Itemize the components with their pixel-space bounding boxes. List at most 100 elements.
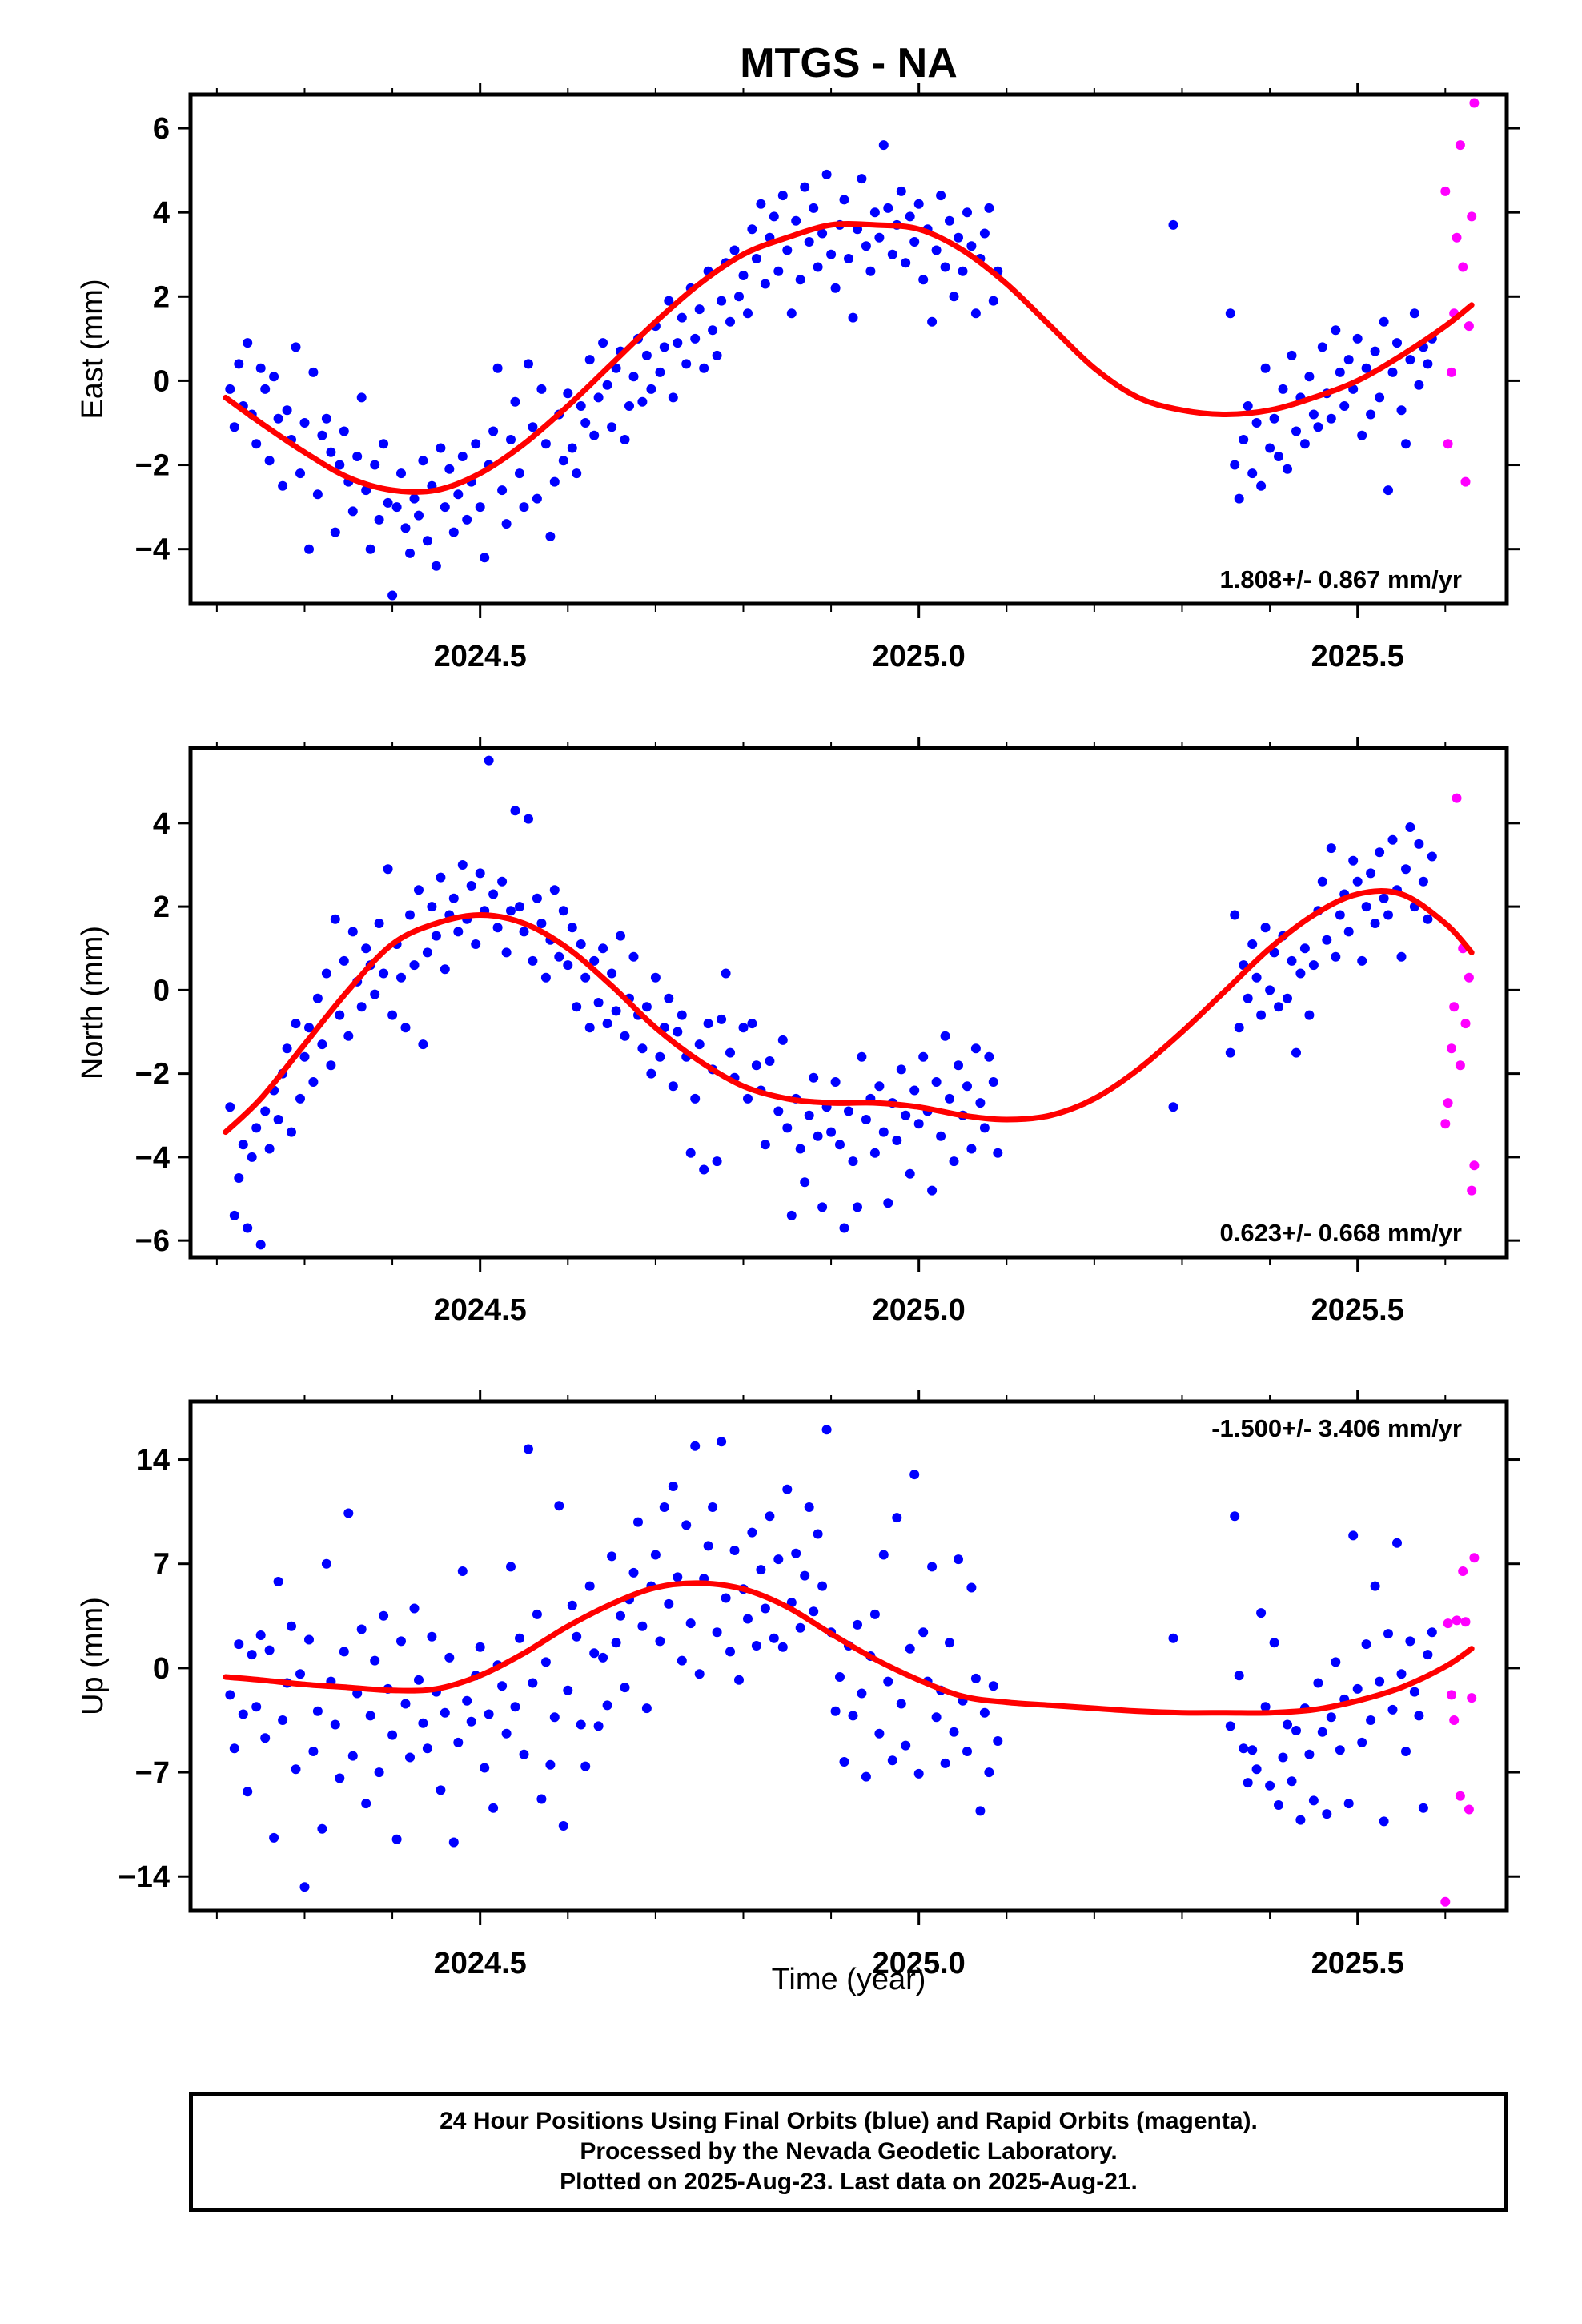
east-final-orbit-point	[471, 439, 481, 449]
up-final-orbit-point	[1392, 1538, 1402, 1548]
east-final-orbit-point	[312, 489, 323, 500]
up-final-orbit-point	[817, 1581, 828, 1591]
north-final-orbit-point	[1251, 972, 1262, 983]
north-final-orbit-point	[528, 955, 538, 966]
up-final-orbit-point	[857, 1688, 867, 1699]
east-final-orbit-point	[655, 367, 665, 377]
east-final-orbit-point	[1234, 493, 1244, 504]
east-final-orbit-point	[480, 553, 490, 563]
up-final-orbit-point	[391, 1834, 402, 1844]
east-final-orbit-point	[317, 430, 327, 440]
up-final-orbit-point	[993, 1736, 1003, 1746]
up-final-orbit-point	[769, 1633, 779, 1643]
north-rapid-orbit-point	[1452, 793, 1462, 803]
east-y-tick-label: −2	[135, 449, 170, 483]
north-rapid-orbit-point	[1460, 1019, 1471, 1029]
up-final-orbit-point	[760, 1603, 770, 1614]
up-final-orbit-point	[580, 1761, 591, 1771]
up-final-orbit-point	[896, 1699, 906, 1709]
north-final-orbit-point	[721, 968, 731, 979]
north-final-orbit-point	[685, 1148, 696, 1158]
up-final-orbit-point	[861, 1771, 871, 1782]
up-final-orbit-point	[1283, 1719, 1292, 1730]
north-final-orbit-point	[260, 1106, 271, 1116]
north-final-orbit-point	[1414, 838, 1424, 849]
north-final-orbit-point	[655, 1051, 665, 1062]
up-final-orbit-point	[931, 1712, 942, 1723]
north-final-orbit-point	[690, 1093, 701, 1104]
up-final-orbit-point	[1168, 1633, 1178, 1643]
east-final-orbit-point	[1168, 219, 1178, 230]
up-rapid-orbit-point	[1440, 1896, 1451, 1907]
east-final-orbit-point	[563, 388, 573, 399]
up-final-orbit-point	[519, 1749, 529, 1759]
east-final-orbit-point	[1357, 430, 1367, 440]
up-rate-label: -1.500+/- 3.406 mm/yr	[1211, 1414, 1462, 1442]
east-final-orbit-point	[1383, 485, 1393, 496]
north-final-orbit-point	[238, 1140, 248, 1150]
up-final-orbit-point	[422, 1743, 432, 1754]
north-final-orbit-point	[484, 755, 494, 766]
north-final-orbit-point	[273, 1115, 283, 1124]
east-final-orbit-point	[1260, 363, 1271, 373]
up-final-orbit-point	[532, 1609, 542, 1619]
up-final-orbit-point	[304, 1634, 314, 1645]
north-final-orbit-point	[668, 1081, 678, 1092]
footer-line-plotted: Plotted on 2025-Aug-23. Last data on 202…	[560, 2169, 1138, 2195]
east-final-orbit-point	[1317, 342, 1327, 352]
east-final-orbit-point	[725, 316, 735, 327]
north-final-orbit-point	[488, 889, 499, 899]
north-final-orbit-point	[453, 927, 464, 937]
north-final-orbit-point	[650, 972, 661, 983]
east-plot-frame	[188, 92, 1509, 606]
north-final-orbit-point	[782, 1123, 793, 1133]
north-rapid-orbit-point	[1443, 1098, 1453, 1108]
east-rapid-orbit-point	[1452, 232, 1462, 243]
east-final-orbit-point	[966, 241, 977, 251]
north-final-orbit-point	[1396, 951, 1407, 962]
up-final-orbit-point	[1322, 1809, 1332, 1819]
north-final-orbit-point	[694, 1039, 705, 1050]
east-final-orbit-point	[549, 476, 560, 487]
up-rapid-orbit-point	[1443, 1618, 1453, 1629]
east-final-orbit-point	[668, 392, 678, 403]
east-final-orbit-point	[901, 258, 911, 268]
up-model-curve	[223, 1580, 1475, 1716]
north-final-orbit-point	[317, 1039, 327, 1050]
north-rapid-orbit-point	[1447, 1043, 1456, 1054]
north-rate-label: 0.623+/- 0.668 mm/yr	[1220, 1219, 1462, 1247]
east-final-orbit-point	[409, 493, 420, 504]
up-final-orbit-point	[558, 1821, 568, 1831]
north-final-orbit-point	[549, 885, 560, 895]
east-final-orbit-point	[913, 199, 924, 209]
up-final-orbit-point	[839, 1757, 849, 1767]
east-final-orbit-point	[795, 275, 805, 285]
north-y-tick-label: 2	[153, 891, 170, 924]
up-final-orbit-point	[229, 1743, 239, 1754]
east-final-orbit-point	[1251, 418, 1262, 428]
east-final-orbit-point	[515, 468, 524, 479]
north-final-orbit-point	[962, 1081, 972, 1092]
up-final-orbit-point	[1308, 1795, 1319, 1806]
north-rapid-orbit-point	[1455, 1060, 1465, 1071]
up-final-orbit-point	[1313, 1678, 1323, 1688]
east-final-orbit-point	[269, 372, 279, 382]
north-final-orbit-point	[405, 910, 415, 920]
north-y-tick-label: 4	[153, 807, 170, 841]
east-final-orbit-point	[532, 493, 542, 504]
up-final-orbit-point	[940, 1758, 950, 1768]
north-final-orbit-point	[287, 1127, 296, 1137]
panel-east: East (mm) −4 −2 0 2 4 6 2024.5 2025.0 2025.5 1.808…	[76, 83, 1520, 673]
panel-north: North (mm) −6 −4 −2 0 2 4 2024.5 2025.0 2025.5 0.6…	[76, 737, 1520, 1327]
up-final-orbit-point	[962, 1747, 972, 1756]
up-final-orbit-point	[628, 1567, 639, 1578]
north-final-orbit-point	[616, 931, 625, 941]
east-final-orbit-point	[243, 338, 253, 348]
up-final-orbit-point	[480, 1763, 490, 1773]
north-final-orbit-point	[589, 955, 600, 966]
north-final-orbit-point	[751, 1060, 761, 1071]
east-final-orbit-point	[506, 435, 516, 444]
up-final-orbit-point	[650, 1550, 661, 1560]
up-final-orbit-point	[1243, 1778, 1253, 1788]
